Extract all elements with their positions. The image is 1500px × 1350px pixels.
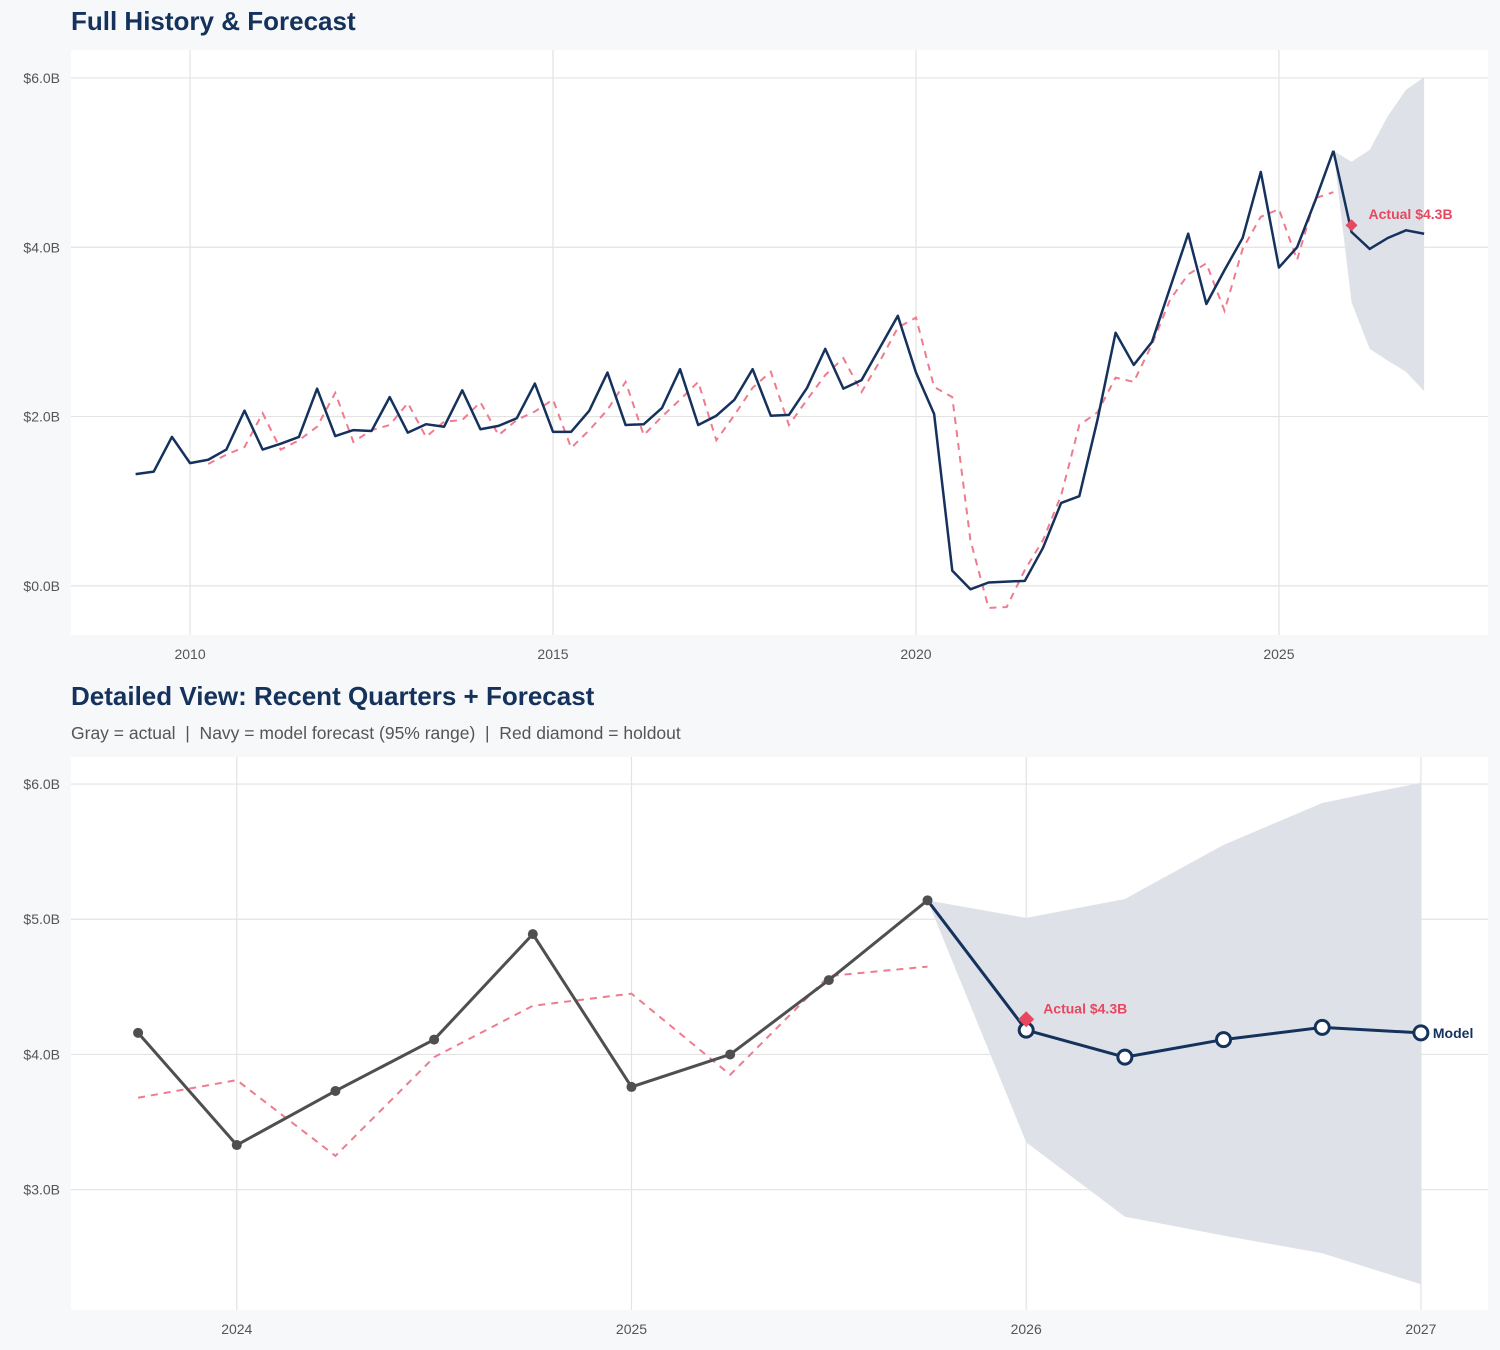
bottom-chart-subtitle: Gray = actual | Navy = model forecast (9… xyxy=(71,723,681,743)
model-label: Model xyxy=(1433,1025,1473,1041)
actual-point xyxy=(527,929,538,940)
holdout-label: Actual $4.3B xyxy=(1043,1000,1127,1016)
x-tick-label: 2024 xyxy=(221,1321,252,1337)
actual-point xyxy=(626,1081,637,1092)
bottom-chart-title: Detailed View: Recent Quarters + Forecas… xyxy=(71,681,595,711)
y-tick-label: $6.0B xyxy=(23,70,60,86)
forecast-point xyxy=(1412,1024,1430,1042)
holdout-diamond xyxy=(1018,1011,1035,1028)
forecast-point xyxy=(1116,1048,1134,1066)
x-tick-label: 2010 xyxy=(174,646,205,662)
fitted-line xyxy=(207,191,1334,609)
x-tick-label: 2025 xyxy=(616,1321,647,1337)
fitted-line xyxy=(137,965,928,1158)
actual-point xyxy=(429,1034,440,1045)
y-tick-label: $4.0B xyxy=(23,239,60,255)
x-tick-label: 2026 xyxy=(1011,1321,1042,1337)
y-tick-label: $3.0B xyxy=(23,1182,60,1198)
actual-point xyxy=(330,1085,341,1096)
y-tick-label: $4.0B xyxy=(23,1046,60,1062)
actual-point xyxy=(823,975,834,986)
y-tick-label: $0.0B xyxy=(23,578,60,594)
x-tick-label: 2015 xyxy=(537,646,568,662)
holdout-label: Actual $4.3B xyxy=(1369,206,1453,222)
forecast-point xyxy=(1313,1018,1331,1036)
forecast-95-band xyxy=(927,782,1421,1285)
y-tick-label: $6.0B xyxy=(23,776,60,792)
actual-line xyxy=(135,150,1335,591)
y-tick-label: $5.0B xyxy=(23,911,60,927)
detail-chart: $3.0B $4.0B $5.0B $6.0B 2024 2025 2026 2027 Mode… xyxy=(23,757,1488,1337)
actual-point xyxy=(725,1049,736,1060)
forecast-95-band xyxy=(1333,77,1425,392)
x-tick-label: 2027 xyxy=(1405,1321,1436,1337)
holdout-diamond xyxy=(1345,219,1358,232)
forecast-line xyxy=(1332,150,1425,251)
actual-point xyxy=(922,895,933,906)
x-tick-label: 2025 xyxy=(1263,646,1294,662)
actual-point xyxy=(231,1140,242,1151)
top-chart-title: Full History & Forecast xyxy=(71,6,356,36)
x-tick-label: 2020 xyxy=(900,646,931,662)
actual-point xyxy=(133,1027,144,1038)
plot-area xyxy=(71,50,1488,635)
forecast-point xyxy=(1215,1031,1233,1049)
history-chart: $0.0B $2.0B $4.0B $6.0B 2010 2015 2020 2025 Actu… xyxy=(23,50,1488,662)
forecast-line xyxy=(926,899,1421,1059)
y-tick-label: $2.0B xyxy=(23,409,60,425)
